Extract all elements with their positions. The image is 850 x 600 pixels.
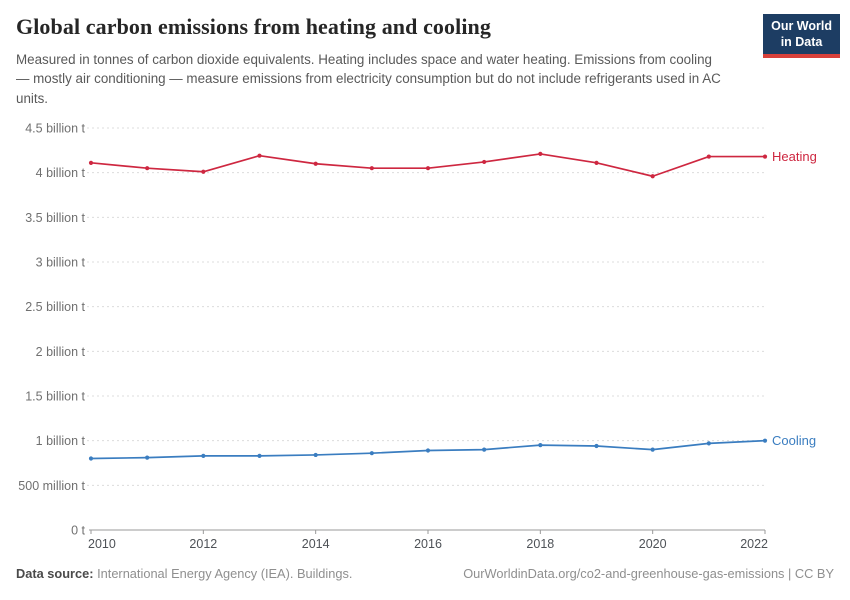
x-axis-tick-label: 2018 [526, 537, 554, 551]
owid-logo[interactable]: Our World in Data [763, 14, 840, 59]
data-point-cooling-2010[interactable] [88, 456, 94, 461]
data-source-label: Data source: [16, 566, 94, 581]
y-axis-tick-label: 3.5 billion t [25, 211, 85, 225]
data-point-cooling-2011[interactable] [145, 455, 150, 460]
owid-logo-line2: in Data [780, 34, 823, 49]
page-title: Global carbon emissions from heating and… [16, 14, 491, 39]
data-point-cooling-2013[interactable] [257, 453, 262, 458]
y-axis-tick-label: 500 million t [18, 479, 85, 493]
data-source-text: International Energy Agency (IEA). Build… [93, 566, 353, 581]
y-axis-tick-label: 4 billion t [36, 166, 86, 180]
x-axis-tick-label: 2012 [189, 537, 217, 551]
line-chart: 0 t 500 million t 1 billion t 1.5 billion t… [18, 122, 817, 552]
data-point-cooling-2012[interactable] [201, 453, 206, 458]
data-source: Data source: International Energy Agency… [16, 566, 352, 581]
x-axis-tick-label: 2022 [740, 537, 768, 551]
y-axis-tick-label: 2 billion t [36, 345, 86, 359]
owid-credit-link[interactable]: OurWorldinData.org/co2-and-greenhouse-ga… [463, 566, 834, 581]
series-label-heating[interactable]: Heating [772, 149, 817, 164]
data-point-heating-2021[interactable] [706, 154, 711, 159]
data-point-cooling-2020[interactable] [650, 447, 655, 452]
y-axis-tick-label: 1.5 billion t [25, 390, 85, 404]
owid-logo-line1: Our World [771, 19, 832, 33]
chart-plot-area: 0 t 500 million t 1 billion t 1.5 billion t… [0, 112, 850, 560]
data-point-cooling-2015[interactable] [369, 451, 374, 456]
data-point-cooling-2016[interactable] [425, 448, 431, 453]
chart-subtitle: Measured in tonnes of carbon dioxide equ… [16, 52, 721, 106]
data-point-heating-2017[interactable] [482, 159, 487, 165]
chart-footer: Data source: International Energy Agency… [16, 566, 834, 581]
y-axis-tick-label: 4.5 billion t [25, 122, 85, 136]
y-axis-tick-label: 0 t [71, 524, 85, 538]
data-point-cooling-2021[interactable] [706, 441, 711, 446]
y-axis-tick-label: 2.5 billion t [25, 300, 85, 314]
data-point-heating-2019[interactable] [594, 160, 599, 165]
chart-header: Global carbon emissions from heating and… [16, 14, 840, 108]
x-axis-tick-label: 2020 [639, 537, 667, 551]
data-point-cooling-2018[interactable] [538, 443, 543, 448]
data-point-heating-2011[interactable] [145, 166, 150, 171]
x-axis-tick-label: 2014 [302, 537, 330, 551]
data-point-cooling-2022[interactable] [762, 438, 768, 443]
data-point-heating-2022[interactable] [762, 154, 768, 159]
series-label-cooling[interactable]: Cooling [772, 433, 816, 448]
data-point-heating-2014[interactable] [313, 161, 318, 166]
y-axis-tick-label: 1 billion t [36, 434, 86, 448]
data-point-heating-2018[interactable] [538, 151, 543, 157]
data-point-cooling-2019[interactable] [594, 443, 599, 449]
data-point-cooling-2014[interactable] [313, 452, 318, 458]
data-point-heating-2015[interactable] [369, 166, 374, 171]
data-point-heating-2012[interactable] [201, 169, 206, 174]
data-point-heating-2010[interactable] [88, 160, 94, 165]
data-point-heating-2020[interactable] [650, 174, 655, 179]
x-axis-tick-label: 2016 [414, 537, 442, 551]
data-point-cooling-2017[interactable] [482, 447, 487, 452]
data-point-heating-2013[interactable] [257, 153, 262, 158]
data-point-heating-2016[interactable] [425, 166, 431, 171]
x-axis-tick-label: 2010 [88, 537, 116, 551]
y-axis-tick-label: 3 billion t [36, 256, 86, 270]
